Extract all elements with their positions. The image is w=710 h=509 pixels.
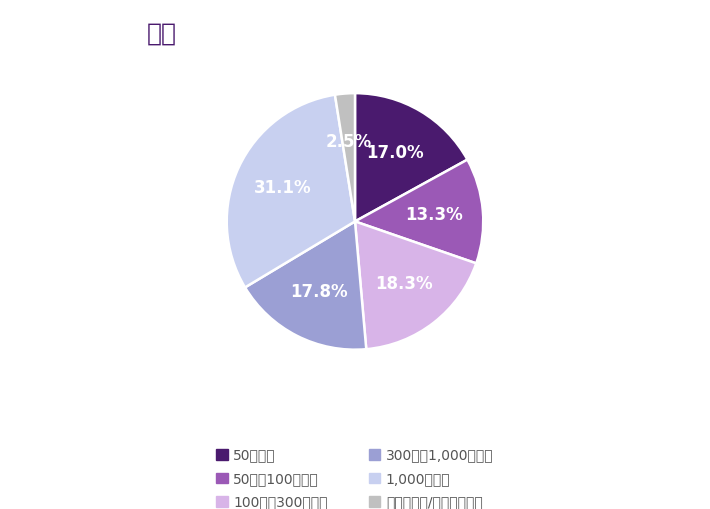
- Text: 13.3%: 13.3%: [405, 206, 463, 223]
- Text: 業種: 業種: [146, 21, 177, 45]
- Wedge shape: [335, 93, 355, 221]
- Wedge shape: [355, 221, 476, 349]
- Wedge shape: [355, 93, 467, 221]
- Text: 17.0%: 17.0%: [366, 144, 425, 162]
- Wedge shape: [355, 160, 484, 263]
- Text: 18.3%: 18.3%: [375, 275, 433, 293]
- Text: 31.1%: 31.1%: [254, 179, 312, 197]
- Legend: 50人未満, 50人～100人未満, 100人～300人未満, 300人～1,000人未満, 1,000人以上, わからない/答えたくない: 50人未満, 50人～100人未満, 100人～300人未満, 300人～1,0…: [217, 448, 493, 509]
- Text: 2.5%: 2.5%: [326, 133, 372, 151]
- Wedge shape: [245, 221, 366, 350]
- Wedge shape: [226, 95, 355, 288]
- Text: 17.8%: 17.8%: [290, 284, 348, 301]
